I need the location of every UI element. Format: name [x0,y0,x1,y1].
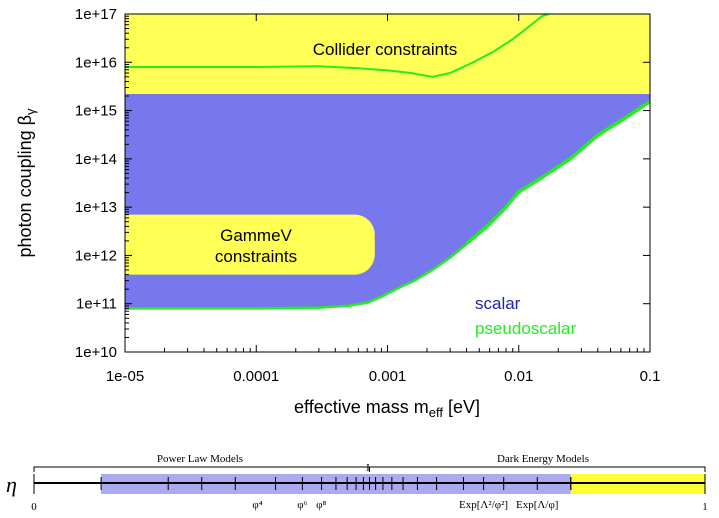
dark-energy-label: Dark Energy Models [497,453,589,465]
x-axis: 1e-05 0.0001 0.001 0.01 0.1 [106,14,661,385]
y-tick-label: 1e+17 [75,6,117,23]
y-axis: 1e+10 1e+11 1e+12 1e+13 1e+14 1e+15 1e+16 1e+17 [75,6,650,361]
pseudoscalar-upper-line [125,14,550,78]
plot-area [125,14,650,310]
eta-marker-label: Exp[Λ/φ] [516,499,558,511]
x-tick-label: 0.1 [640,368,661,385]
collider-label: Collider constraints [313,40,458,59]
y-axis-title: photon coupling βγ [15,108,38,257]
gammev-label-line1: GammeV [220,226,292,245]
eta-midpoint-label: I [366,462,370,474]
legend-pseudoscalar: pseudoscalar [475,319,576,338]
y-tick-label: 1e+16 [75,54,117,71]
eta-tick-label: 0 [31,501,37,513]
legend-scalar: scalar [475,294,521,313]
x-axis-title: effective mass meff [eV] [294,397,480,420]
eta-chart: η 0 1 φ⁴ φ⁶ φ⁸ Exp[Λ²/φ²] Exp[Λ/φ] Power Law M… [6,453,708,513]
x-tick-label: 0.01 [504,368,533,385]
y-tick-label: 1e+11 [76,296,117,313]
collider-region [125,14,650,95]
gammev-label-line2: constraints [215,247,297,266]
y-tick-label: 1e+12 [75,247,117,264]
eta-marker-label: Exp[Λ²/φ²] [459,499,508,511]
x-tick-label: 1e-05 [106,368,144,385]
eta-tick-label: 1 [702,501,708,513]
y-tick-label: 1e+13 [75,199,117,216]
x-tick-label: 0.0001 [233,368,279,385]
gammev-region [125,214,375,275]
y-tick-label: 1e+15 [75,103,117,120]
power-law-label: Power Law Models [157,453,243,465]
eta-marker-label: φ⁴ [252,499,262,511]
eta-axis: 0 1 φ⁴ φ⁶ φ⁸ Exp[Λ²/φ²] Exp[Λ/φ] [31,466,708,513]
eta-symbol: η [6,472,17,497]
y-tick-label: 1e+10 [75,344,117,361]
y-tick-label: 1e+14 [75,151,117,168]
main-chart: 1e+10 1e+11 1e+12 1e+13 1e+14 1e+15 1e+16 1e+17… [15,6,661,420]
pseudoscalar-edge-line [465,99,650,245]
scalar-region [125,94,650,309]
eta-marker-label: φ⁶ [297,499,307,511]
eta-marker-label: φ⁸ [316,499,326,511]
x-tick-label: 0.001 [369,368,407,385]
